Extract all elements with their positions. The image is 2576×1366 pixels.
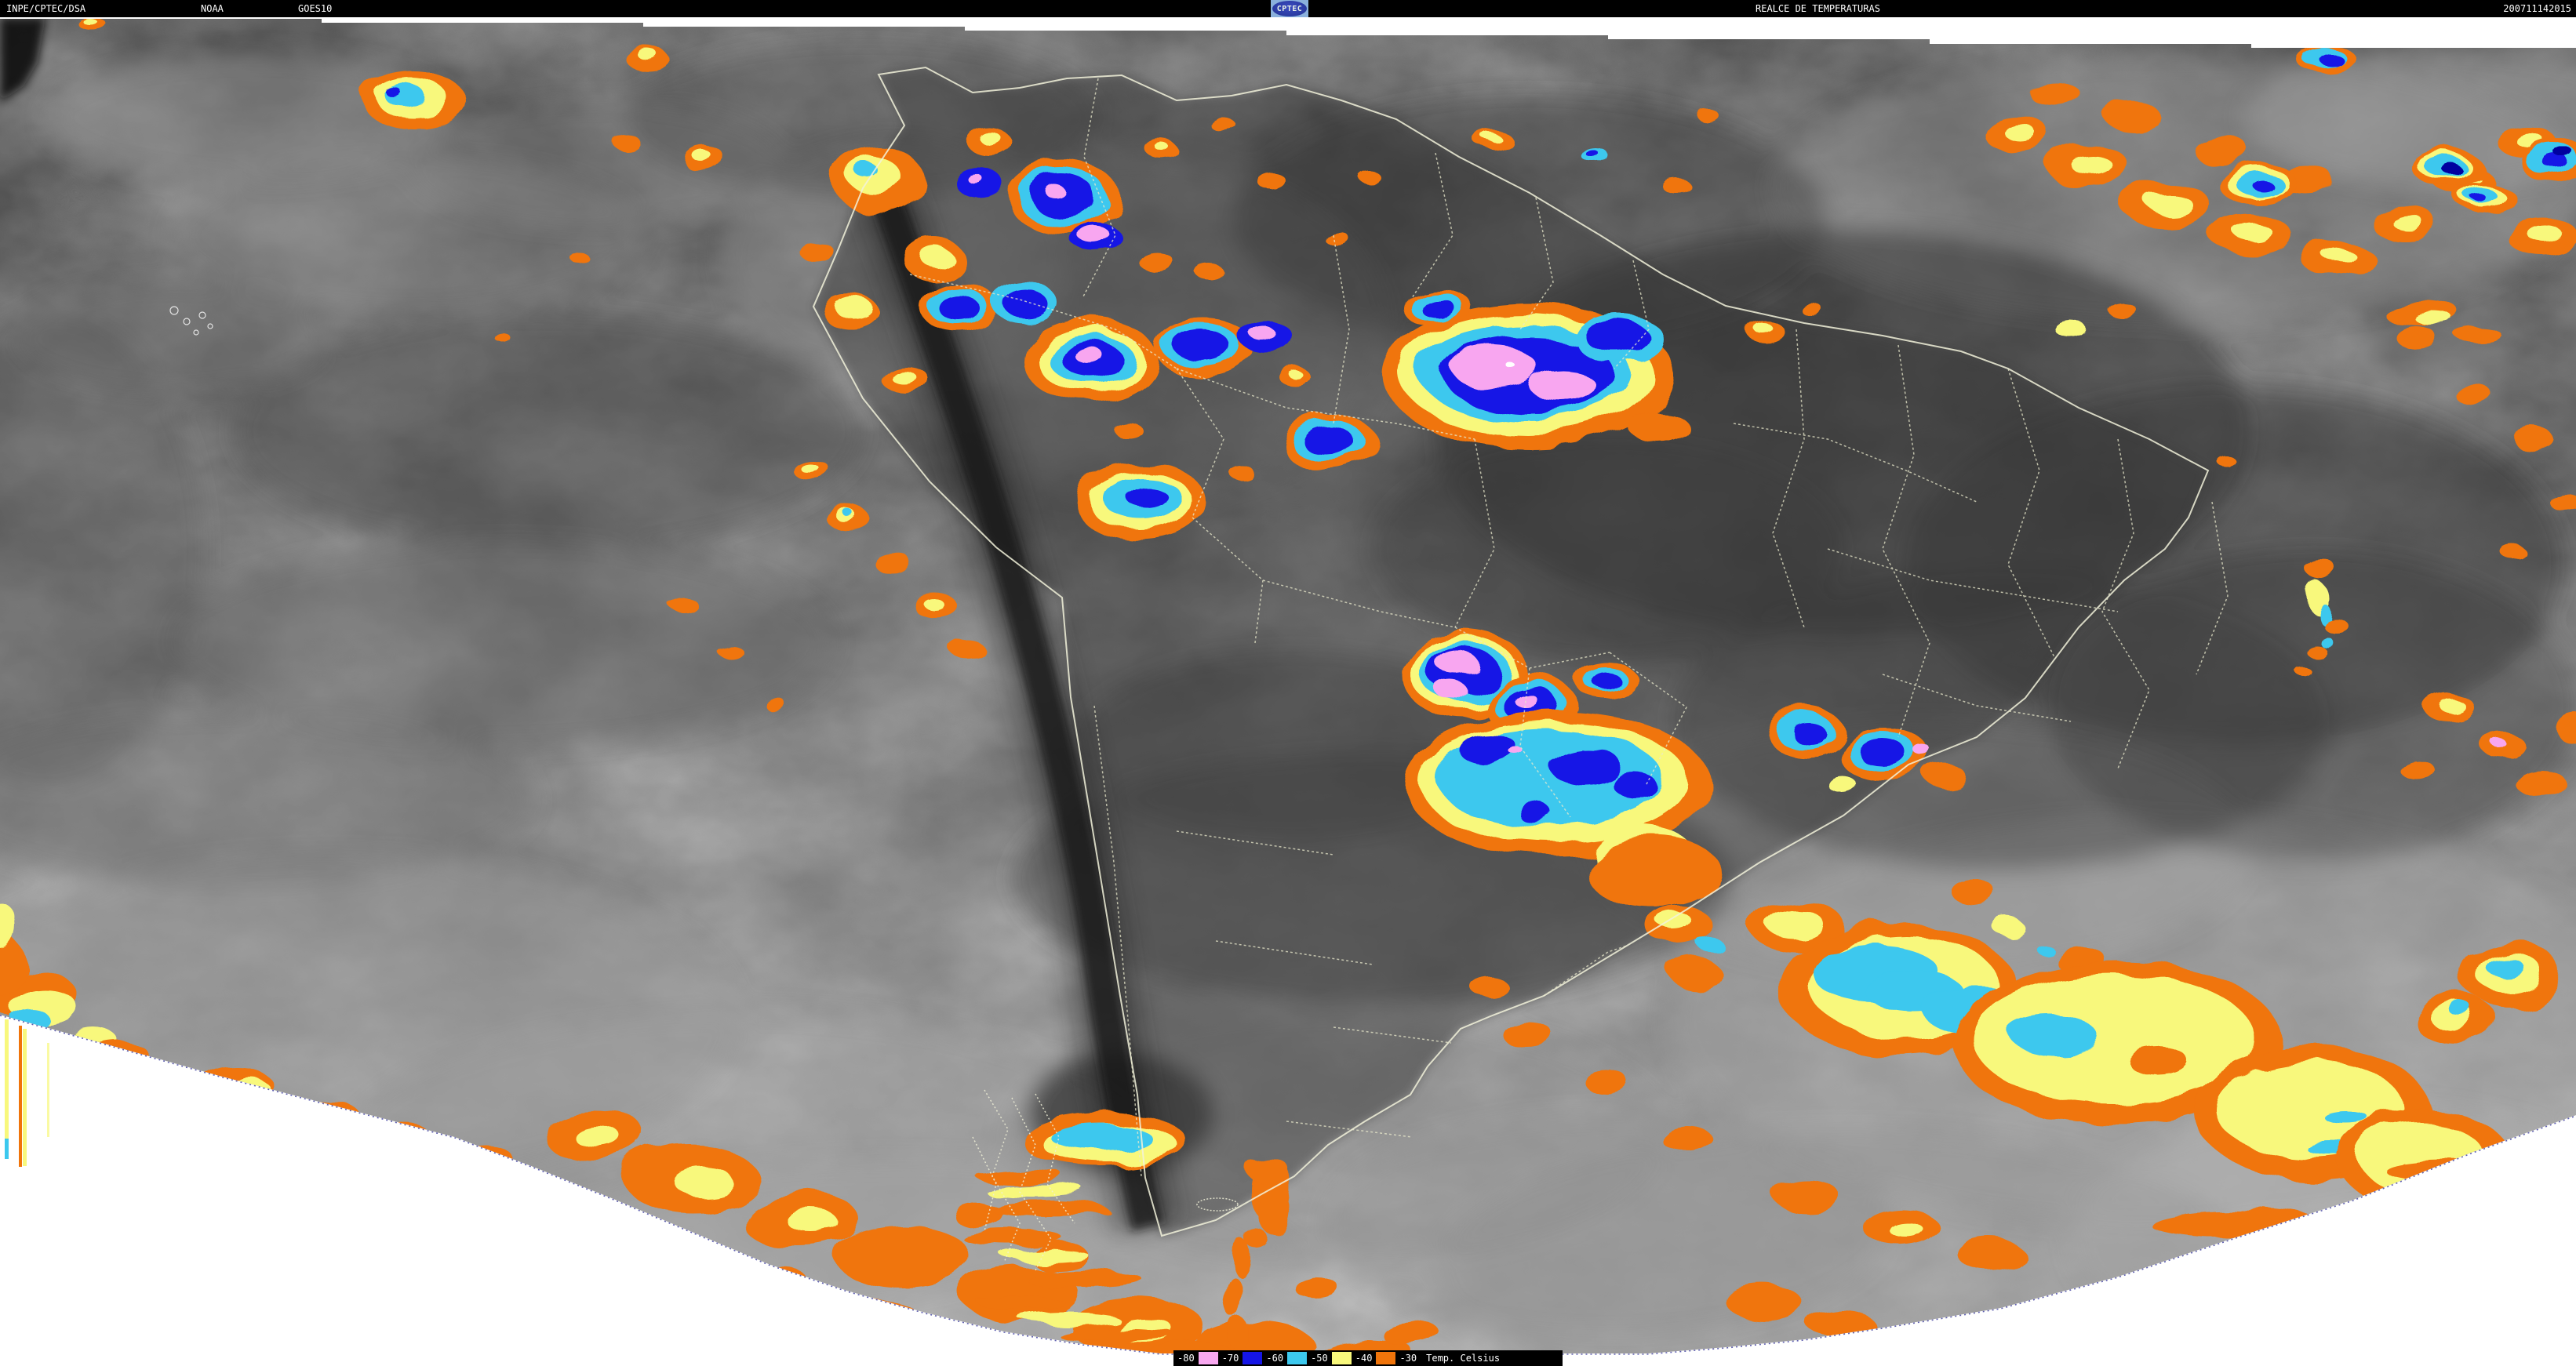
header-bar: INPE/CPTEC/DSA NOAA GOES10 CPTEC REALCE … <box>0 0 2576 17</box>
scan-edge-notch <box>0 19 45 102</box>
scan-artifact-streaks <box>5 1019 49 1167</box>
satellite-label: GOES10 <box>298 3 333 14</box>
network-label: NOAA <box>201 3 224 14</box>
legend-swatch <box>1287 1352 1308 1364</box>
legend-units-label: Temp. Celsius <box>1426 1353 1501 1364</box>
legend-label: -70 <box>1221 1353 1239 1364</box>
galapagos-outline <box>169 306 213 336</box>
timestamp: 200711142015 <box>2503 3 2571 14</box>
legend-swatch <box>1376 1352 1396 1364</box>
agency-label: INPE/CPTEC/DSA <box>6 3 86 14</box>
legend-swatch <box>1243 1352 1263 1364</box>
legend-label: -50 <box>1311 1353 1328 1364</box>
legend-label: -40 <box>1355 1353 1373 1364</box>
cptec-logo-text: CPTEC <box>1272 1 1307 16</box>
coastline <box>812 66 2210 1237</box>
legend-label: -80 <box>1177 1353 1195 1364</box>
product-title: REALCE DE TEMPERATURAS <box>1756 3 1880 14</box>
legend-swatch <box>1331 1352 1352 1364</box>
legend-swatch <box>1198 1352 1218 1364</box>
temperature-legend: -80 -70 -60 -50 -40 -30 Temp. Celsius <box>1173 1350 1563 1366</box>
cptec-logo: CPTEC <box>1271 0 1308 17</box>
country-borders <box>909 78 2229 1177</box>
legend-label: -30 <box>1399 1353 1417 1364</box>
legend-label: -60 <box>1266 1353 1284 1364</box>
